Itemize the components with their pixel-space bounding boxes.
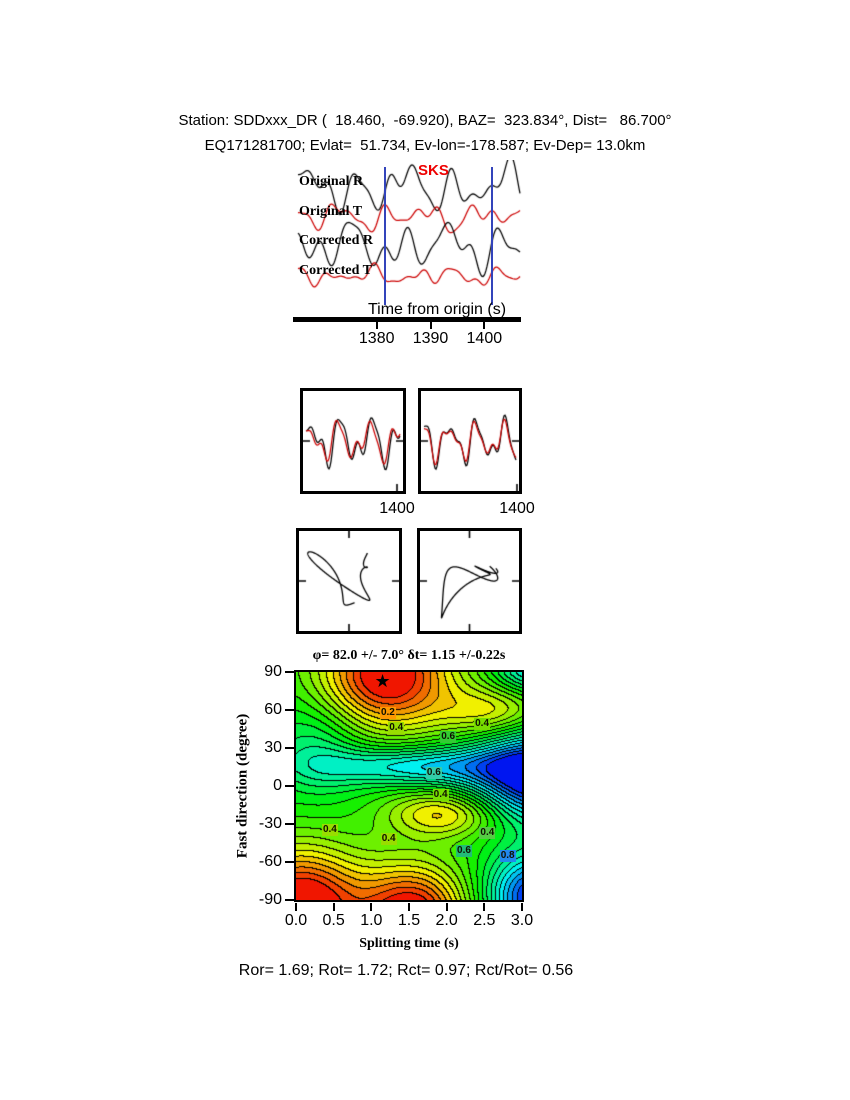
contour-y-tick — [285, 899, 294, 901]
corrected-waveforms-canvas-2 — [421, 391, 519, 491]
station-header: Station: SDDxxx_DR ( 18.460, -69.920), B… — [178, 112, 672, 129]
time-axis-label: Time from origin (s) — [367, 301, 507, 318]
contour-canvas — [296, 672, 522, 900]
contour-y-tick-label: 0 — [273, 777, 282, 794]
corrected-waveforms-panel-2 — [418, 388, 522, 494]
contour-x-tick — [332, 903, 335, 911]
contour-level-label: 0.4 — [380, 833, 397, 846]
contour-plot-frame — [294, 670, 524, 902]
corrected-waveforms-canvas-1 — [303, 391, 403, 491]
best-solution-star-icon: ★ — [374, 671, 391, 692]
comparison-xtick-label-1: 1400 — [379, 500, 415, 517]
window-start-line — [383, 167, 386, 305]
contour-x-axis-label: Splitting time (s) — [359, 936, 459, 951]
contour-x-tick-label: 0.0 — [284, 912, 308, 929]
contour-level-label: 0.4 — [432, 788, 449, 801]
trace-label-corrected-r: Corrected R — [299, 233, 373, 248]
contour-x-tick-label: 2.0 — [435, 912, 458, 929]
time-axis-tick — [429, 322, 432, 329]
contour-x-tick — [521, 903, 523, 911]
contour-x-tick-label: 0.5 — [322, 912, 345, 929]
contour-x-tick-label: 1.0 — [360, 912, 383, 929]
contour-y-tick-label: -60 — [258, 853, 282, 870]
time-axis-tick — [483, 322, 486, 329]
contour-level-label: 0.6 — [440, 730, 457, 743]
contour-y-tick — [285, 861, 294, 863]
contour-level-label: 0.4 — [321, 824, 338, 837]
contour-y-tick-label: 30 — [264, 739, 282, 756]
event-header: EQ171281700; Evlat= 51.734, Ev-lon=-178.… — [204, 137, 646, 154]
contour-y-tick — [285, 747, 294, 749]
contour-level-label: 0.6 — [425, 767, 442, 780]
particle-motion-canvas-2 — [420, 531, 519, 631]
contour-y-tick-label: -90 — [258, 891, 282, 908]
contour-x-tick — [408, 903, 410, 911]
comparison-xtick-label-2: 1400 — [499, 500, 535, 517]
corrected-waveforms-panel-1 — [300, 388, 406, 494]
contour-level-label: 0.6 — [456, 844, 472, 857]
contour-x-tick — [295, 903, 297, 911]
contour-level-label: 0.2 — [379, 706, 396, 719]
trace-label-original-t: Original T — [299, 204, 363, 219]
contour-x-tick — [370, 903, 373, 911]
contour-x-tick — [445, 903, 448, 911]
seismogram-canvas — [296, 160, 522, 300]
contour-y-tick — [285, 709, 294, 711]
trace-label-corrected-t: Corrected T — [299, 263, 372, 278]
splitting-result-title: φ= 82.0 +/- 7.0° δt= 1.15 +/-0.22s — [312, 648, 506, 663]
contour-y-tick — [285, 671, 294, 673]
time-axis-tick — [375, 322, 378, 329]
particle-motion-panel-2 — [417, 528, 522, 634]
time-axis-line — [293, 317, 521, 322]
phase-label-sks: SKS — [418, 162, 449, 179]
particle-motion-panel-1 — [296, 528, 402, 634]
contour-level-label: 0.8 — [499, 849, 516, 862]
time-axis-tick-label: 1390 — [412, 330, 449, 347]
contour-level-label: 0.4 — [388, 721, 405, 734]
contour-level-label: 0.4 — [474, 717, 491, 730]
contour-y-tick-label: -30 — [258, 815, 282, 832]
quality-metrics-text: Ror= 1.69; Rot= 1.72; Rct= 0.97; Rct/Rot… — [238, 962, 574, 979]
contour-x-tick-label: 1.5 — [397, 912, 421, 929]
contour-y-tick-label: 90 — [264, 663, 282, 680]
particle-motion-canvas-1 — [299, 531, 399, 631]
contour-y-tick — [285, 823, 294, 825]
contour-x-tick — [483, 903, 486, 911]
window-end-line — [491, 167, 494, 305]
contour-y-tick — [285, 785, 294, 787]
contour-x-tick-label: 2.5 — [473, 912, 496, 929]
trace-label-original-r: Original R — [299, 174, 364, 189]
contour-y-tick-label: 60 — [264, 701, 282, 718]
contour-level-label: 0.4 — [479, 826, 496, 839]
contour-x-tick-label: 3.0 — [510, 912, 534, 929]
time-axis-tick-label: 1380 — [358, 330, 395, 347]
time-axis-tick-label: 1400 — [466, 330, 503, 347]
